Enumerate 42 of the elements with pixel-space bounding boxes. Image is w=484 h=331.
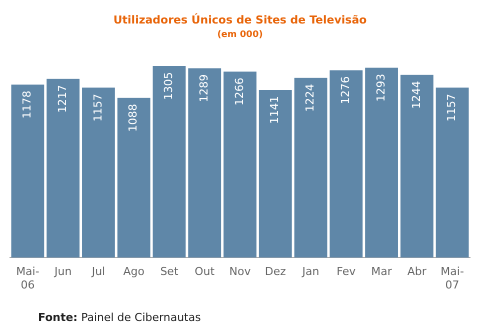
bar [400,74,434,258]
x-tick-label: Jul [90,265,106,278]
x-tick-label: Jun [53,265,72,278]
bar [11,84,44,258]
x-tick-label: Fev [336,265,356,278]
x-tick-label: Dez [264,265,286,278]
x-tick-label: Abr [407,265,427,278]
x-tick-label: Out [194,265,216,278]
bar [46,78,80,258]
data-label: 1157 [91,94,104,122]
data-label: 1178 [20,90,34,119]
bar [330,70,363,258]
bar [294,78,328,258]
bar [258,90,292,258]
chart-subtitle: (em 000) [217,30,263,40]
bar [82,88,115,258]
bar [117,98,150,258]
chart-title: Utilizadores Únicos de Sites de Televisão [113,12,368,26]
bar [188,68,222,258]
data-label: 1293 [374,74,388,102]
bar [224,72,256,258]
x-tick-label: Jan [301,265,320,278]
data-label: 1276 [339,76,352,104]
x-tick-label: Ago [123,265,145,278]
data-label: 1244 [410,80,423,109]
data-label: 1088 [126,104,140,132]
data-label: 1224 [304,84,317,112]
source-note: Fonte: Painel de Cibernautas [38,311,201,324]
data-label: 1217 [56,84,69,113]
x-tick-label: Set [160,265,179,278]
data-label: 1305 [162,72,176,100]
x-tick-label: Mai-06 [16,265,40,292]
data-label: 1266 [232,78,246,106]
bar [152,66,186,258]
bar [365,68,398,258]
data-label: 1141 [268,96,282,124]
x-tick-label: Nov [229,265,252,278]
data-label: 1157 [445,94,458,122]
data-label: 1289 [197,74,210,102]
x-tick-label: Mar [371,265,392,278]
x-tick-label: Mai-07 [440,265,464,292]
bar [436,88,469,258]
